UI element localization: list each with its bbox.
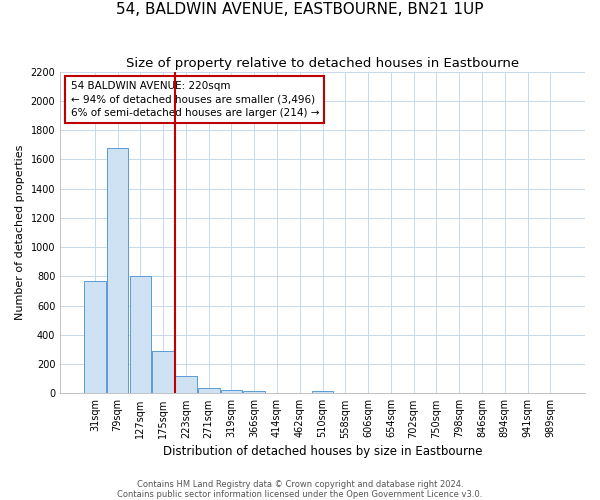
- X-axis label: Distribution of detached houses by size in Eastbourne: Distribution of detached houses by size …: [163, 444, 482, 458]
- Bar: [312, 391, 334, 394]
- Bar: [244, 391, 265, 394]
- Bar: [84, 280, 106, 394]
- Bar: [152, 351, 174, 394]
- Bar: [175, 376, 197, 394]
- Text: 54, BALDWIN AVENUE, EASTBOURNE, BN21 1UP: 54, BALDWIN AVENUE, EASTBOURNE, BN21 1UP: [116, 2, 484, 18]
- Bar: [266, 392, 288, 394]
- Text: Contains HM Land Registry data © Crown copyright and database right 2024.
Contai: Contains HM Land Registry data © Crown c…: [118, 480, 482, 499]
- Bar: [107, 148, 128, 394]
- Y-axis label: Number of detached properties: Number of detached properties: [15, 145, 25, 320]
- Bar: [198, 388, 220, 394]
- Title: Size of property relative to detached houses in Eastbourne: Size of property relative to detached ho…: [126, 58, 519, 70]
- Bar: [130, 276, 151, 394]
- Bar: [221, 390, 242, 394]
- Text: 54 BALDWIN AVENUE: 220sqm
← 94% of detached houses are smaller (3,496)
6% of sem: 54 BALDWIN AVENUE: 220sqm ← 94% of detac…: [71, 82, 319, 118]
